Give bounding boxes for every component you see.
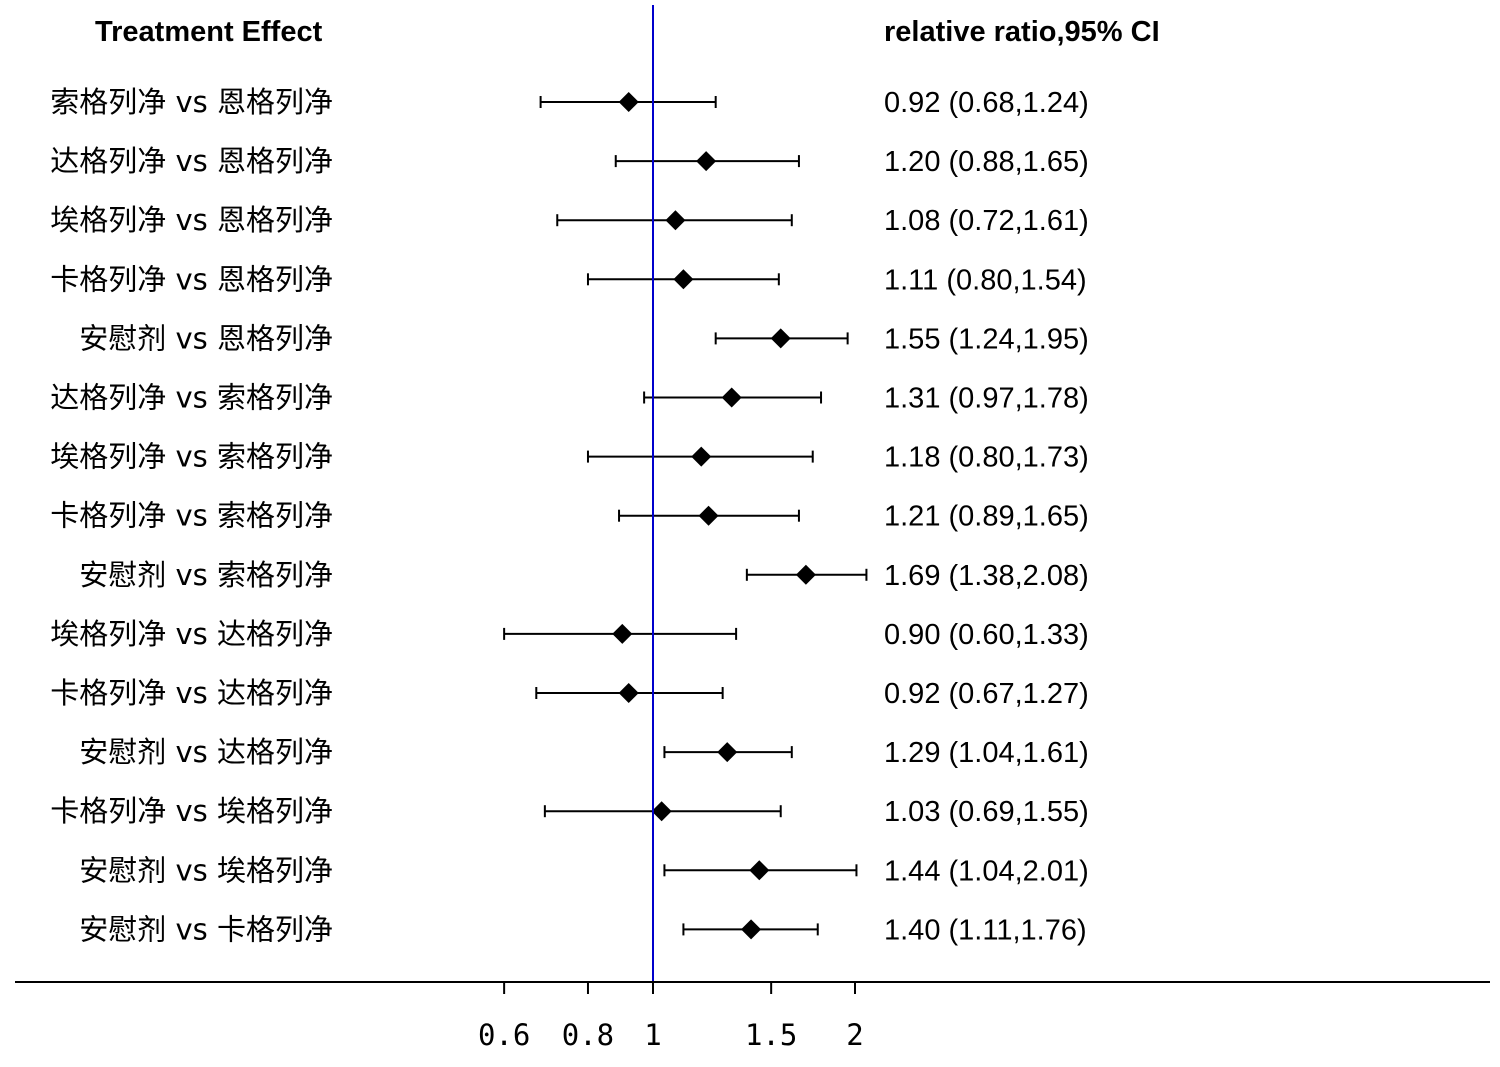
- row-value: 1.21 (0.89,1.65): [884, 501, 1089, 533]
- x-tick-label: 1: [644, 1018, 661, 1052]
- row-label: 安慰剂 vs 达格列净: [79, 735, 333, 769]
- forest-row: 索格列净 vs 恩格列净 0.92 (0.68,1.24): [50, 85, 1088, 119]
- forest-row: 埃格列净 vs 达格列净 0.90 (0.60,1.33): [50, 617, 1088, 651]
- point-estimate-marker: [618, 683, 639, 703]
- row-value: 1.11 (0.80,1.54): [884, 264, 1087, 296]
- row-value: 1.20 (0.88,1.65): [884, 146, 1089, 178]
- forest-row: 达格列净 vs 恩格列净 1.20 (0.88,1.65): [50, 144, 1088, 178]
- forest-row: 安慰剂 vs 卡格列净 1.40 (1.11,1.76): [79, 912, 1086, 946]
- forest-row: 安慰剂 vs 埃格列净 1.44 (1.04,2.01): [79, 853, 1088, 887]
- row-value: 0.92 (0.67,1.27): [884, 678, 1089, 710]
- forest-row: 卡格列净 vs 达格列净 0.92 (0.67,1.27): [50, 676, 1088, 710]
- forest-row: 安慰剂 vs 达格列净 1.29 (1.04,1.61): [79, 735, 1088, 769]
- row-label: 安慰剂 vs 卡格列净: [79, 912, 333, 946]
- x-tick-label: 2: [846, 1018, 863, 1052]
- row-label: 卡格列净 vs 恩格列净: [50, 262, 333, 296]
- point-estimate-marker: [651, 801, 672, 822]
- x-tick-label: 0.6: [478, 1018, 530, 1052]
- point-estimate-marker: [618, 92, 639, 112]
- point-estimate-marker: [612, 623, 633, 644]
- point-estimate-marker: [795, 564, 816, 585]
- point-estimate-marker: [721, 387, 742, 408]
- point-estimate-marker: [665, 210, 686, 231]
- row-value: 1.55 (1.24,1.95): [884, 323, 1089, 355]
- row-value: 1.31 (0.97,1.78): [884, 383, 1089, 415]
- row-value: 1.40 (1.11,1.76): [884, 914, 1087, 946]
- point-estimate-marker: [691, 446, 712, 467]
- row-label: 达格列净 vs 恩格列净: [50, 144, 333, 178]
- row-label: 安慰剂 vs 恩格列净: [79, 321, 333, 355]
- forest-row: 卡格列净 vs 索格列净 1.21 (0.89,1.65): [50, 499, 1088, 533]
- row-value: 0.92 (0.68,1.24): [884, 87, 1089, 119]
- row-label: 埃格列净 vs 达格列净: [50, 617, 333, 651]
- row-value: 1.69 (1.38,2.08): [884, 560, 1089, 592]
- treatment-effect-header: Treatment Effect: [95, 16, 323, 48]
- row-label: 卡格列净 vs 索格列净: [50, 499, 333, 533]
- forest-row: 埃格列净 vs 索格列净 1.18 (0.80,1.73): [50, 440, 1088, 474]
- x-tick-label: 1.5: [745, 1018, 797, 1052]
- forest-row: 达格列净 vs 索格列净 1.31 (0.97,1.78): [50, 381, 1088, 415]
- relative-ratio-header: relative ratio,95% CI: [884, 16, 1160, 48]
- forest-rows: 索格列净 vs 恩格列净 0.92 (0.68,1.24) 达格列净 vs 恩格列净…: [50, 85, 1088, 946]
- row-label: 埃格列净 vs 索格列净: [50, 440, 333, 474]
- row-value: 0.90 (0.60,1.33): [884, 619, 1089, 651]
- row-label: 卡格列净 vs 达格列净: [50, 676, 333, 710]
- forest-row: 卡格列净 vs 恩格列净 1.11 (0.80,1.54): [50, 262, 1086, 296]
- point-estimate-marker: [698, 505, 719, 526]
- point-estimate-marker: [741, 919, 762, 940]
- forest-row: 卡格列净 vs 埃格列净 1.03 (0.69,1.55): [50, 794, 1088, 828]
- row-value: 1.29 (1.04,1.61): [884, 737, 1089, 769]
- x-axis-ticks: 0.6 0.8 1 1.5 2: [478, 982, 864, 1052]
- point-estimate-marker: [673, 269, 694, 290]
- row-value: 1.44 (1.04,2.01): [884, 855, 1089, 887]
- point-estimate-marker: [770, 328, 791, 349]
- row-label: 索格列净 vs 恩格列净: [50, 85, 333, 119]
- row-value: 1.08 (0.72,1.61): [884, 205, 1089, 237]
- x-tick-label: 0.8: [562, 1018, 614, 1052]
- point-estimate-marker: [749, 860, 770, 881]
- point-estimate-marker: [696, 151, 717, 172]
- row-label: 安慰剂 vs 索格列净: [79, 558, 333, 592]
- row-label: 安慰剂 vs 埃格列净: [79, 853, 333, 887]
- row-label: 埃格列净 vs 恩格列净: [50, 203, 333, 237]
- forest-row: 安慰剂 vs 索格列净 1.69 (1.38,2.08): [79, 558, 1088, 592]
- row-label: 达格列净 vs 索格列净: [50, 381, 333, 415]
- forest-row: 安慰剂 vs 恩格列净 1.55 (1.24,1.95): [79, 321, 1088, 355]
- row-value: 1.18 (0.80,1.73): [884, 442, 1089, 474]
- row-label: 卡格列净 vs 埃格列净: [50, 794, 333, 828]
- point-estimate-marker: [717, 742, 738, 763]
- row-value: 1.03 (0.69,1.55): [884, 796, 1089, 828]
- forest-row: 埃格列净 vs 恩格列净 1.08 (0.72,1.61): [50, 203, 1088, 237]
